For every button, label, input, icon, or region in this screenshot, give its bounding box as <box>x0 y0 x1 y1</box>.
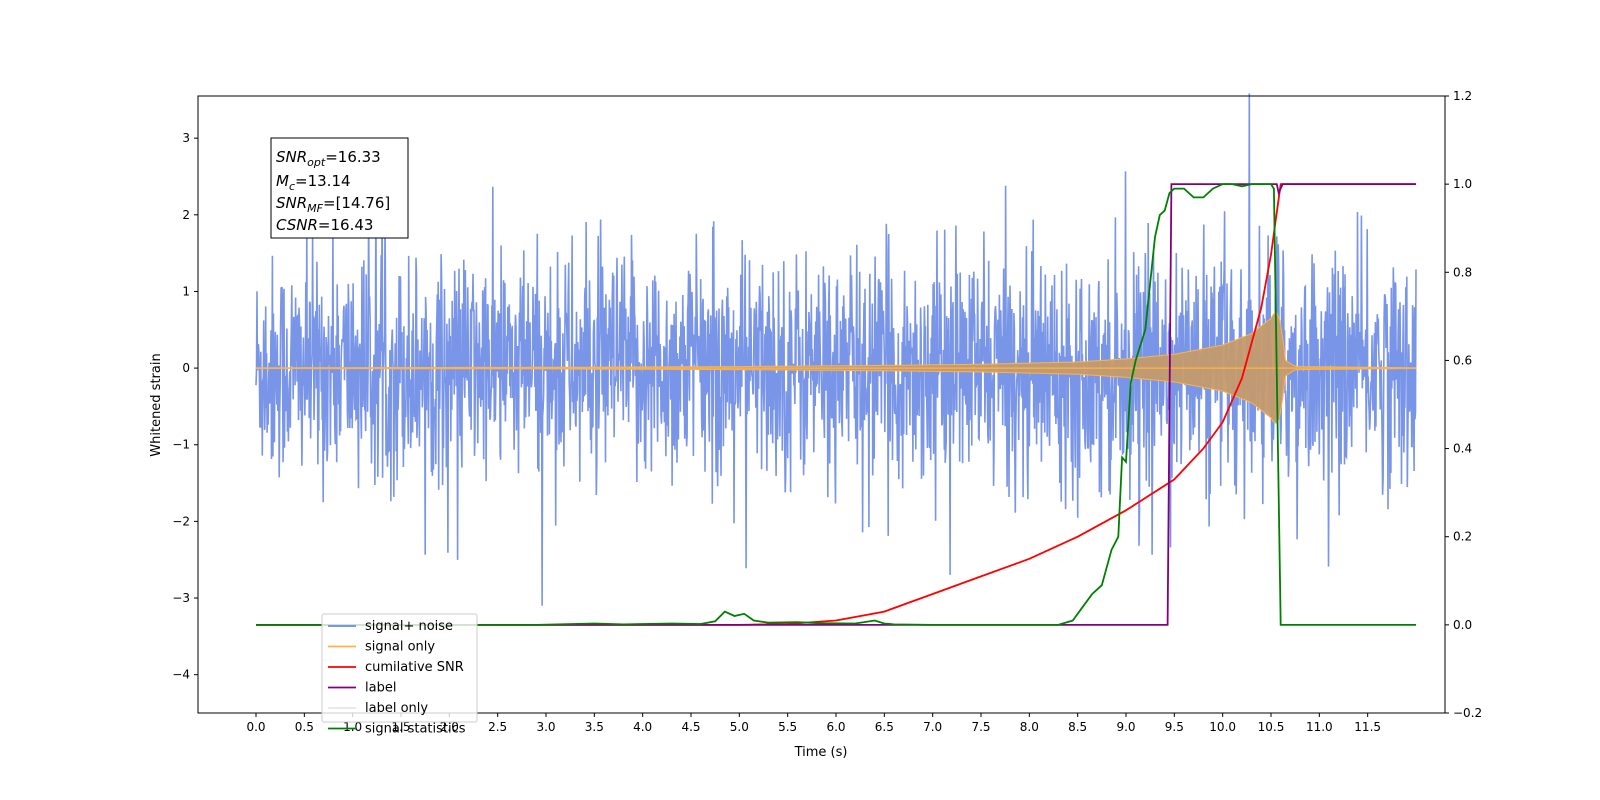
legend-frame <box>321 613 478 723</box>
x-tick-label: 6.0 <box>826 720 845 734</box>
y-tick-label: −4 <box>172 668 190 682</box>
x-tick-label: 1.5 <box>391 720 410 734</box>
x-tick-label: 2.5 <box>488 720 507 734</box>
x-tick-label: 5.5 <box>778 720 797 734</box>
legend-entry: signal+ noise <box>365 619 453 634</box>
x-tick-label: 0.5 <box>295 720 314 734</box>
plot-area <box>255 93 1417 626</box>
y-right-tick-label: 0.8 <box>1453 265 1472 279</box>
annotation-box: SNRopt=16.33 Mc=13.14 SNRMF=[14.76] CSNR… <box>270 137 409 239</box>
y-right-tick-label: 0.4 <box>1453 442 1472 456</box>
x-tick-label: 1.0 <box>343 720 362 734</box>
x-tick-label: 10.5 <box>1258 720 1285 734</box>
x-tick-label: 7.0 <box>923 720 942 734</box>
y-axis-right: 1.2 1.0 0.8 0.6 0.4 0.2 0.0 −0.2 <box>1445 89 1482 720</box>
x-tick-label: 9.0 <box>1116 720 1135 734</box>
y-tick-label: −1 <box>172 438 190 452</box>
legend-entry: label <box>365 681 396 696</box>
x-tick-label: 7.5 <box>971 720 990 734</box>
x-tick-label: 5.0 <box>730 720 749 734</box>
y-right-tick-label: −0.2 <box>1453 706 1482 720</box>
x-tick-label: 0.0 <box>246 720 265 734</box>
series-signal-noise <box>255 93 1417 606</box>
x-tick-label: 4.0 <box>633 720 652 734</box>
y-tick-label: −3 <box>172 591 190 605</box>
y-right-tick-label: 1.0 <box>1453 177 1472 191</box>
annotation-mc: Mc=13.14 <box>276 172 351 193</box>
legend-entry: label only <box>365 701 428 716</box>
y-axis-label: Whitened strain <box>149 353 164 456</box>
legend-entry: cumilative SNR <box>365 660 464 675</box>
y-axis-left: 3 2 1 0 −1 −2 −3 −4 <box>172 131 198 682</box>
y-tick-label: 3 <box>182 131 190 145</box>
x-axis-label: Time (s) <box>794 745 848 760</box>
x-tick-label: 3.5 <box>585 720 604 734</box>
annotation-snr-opt: SNRopt=16.33 <box>276 148 381 169</box>
y-right-tick-label: 0.2 <box>1453 530 1472 544</box>
series-label <box>256 183 1416 626</box>
annotation-frame <box>270 137 409 239</box>
y-tick-label: 0 <box>182 361 190 375</box>
y-right-tick-label: 1.2 <box>1453 89 1472 103</box>
annotation-csnr: CSNR=16.43 <box>276 216 373 234</box>
y-right-tick-label: 0.0 <box>1453 618 1472 632</box>
series-signal-statistics <box>256 183 1416 626</box>
x-tick-label: 8.5 <box>1068 720 1087 734</box>
x-axis: 0.0 0.5 1.0 1.5 2.0 2.5 3.0 3.5 4.0 4.5 5.0 5.5 6.0 6… <box>246 713 1381 734</box>
x-tick-label: 11.0 <box>1306 720 1333 734</box>
x-tick-label: 8.0 <box>1020 720 1039 734</box>
x-tick-label: 11.5 <box>1354 720 1381 734</box>
x-tick-label: 3.0 <box>536 720 555 734</box>
x-tick-label: 9.5 <box>1165 720 1184 734</box>
y-tick-label: 2 <box>182 208 190 222</box>
y-right-tick-label: 0.6 <box>1453 353 1472 367</box>
y-tick-label: 1 <box>182 284 190 298</box>
plot-frame <box>197 95 1446 714</box>
legend-entry: signal statistics <box>365 722 466 737</box>
annotation-snr-mf: SNRMF=[14.76] <box>276 194 390 215</box>
legend-entry: signal only <box>365 640 435 655</box>
x-tick-label: 6.5 <box>875 720 894 734</box>
x-tick-label: 10.0 <box>1209 720 1236 734</box>
y-tick-label: −2 <box>172 514 190 528</box>
x-tick-label: 4.5 <box>681 720 700 734</box>
x-tick-label: 2.0 <box>440 720 459 734</box>
legend: signal+ noise signal only cumilative SNR la… <box>321 613 478 737</box>
